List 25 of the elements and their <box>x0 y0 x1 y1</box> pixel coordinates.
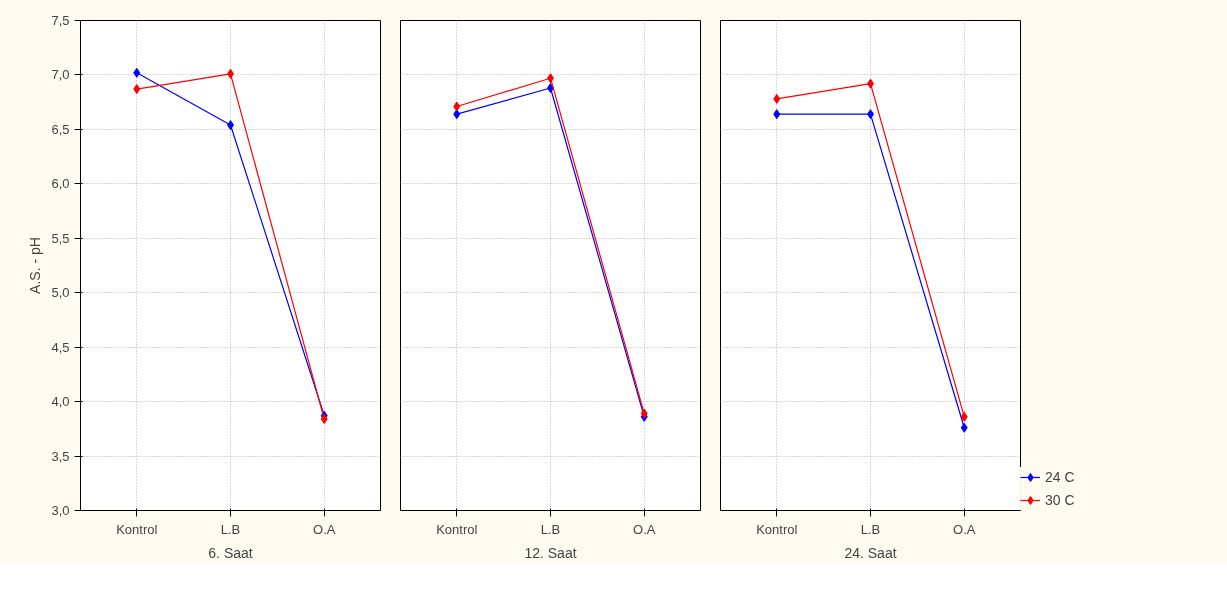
x-tick-label: L.B <box>220 521 241 537</box>
legend-label: 24 C <box>1045 469 1075 485</box>
x-tick-label: L.B <box>540 521 561 537</box>
legend-label: 30 C <box>1045 492 1075 508</box>
x-axis-title: 6. Saat <box>208 544 253 561</box>
y-tick-label: 5,5 <box>51 230 70 246</box>
y-tick-label: 7,5 <box>51 13 70 28</box>
y-tick-label: 5,0 <box>51 285 70 301</box>
y-axis-title: A.S. - pH <box>27 237 44 294</box>
y-tick-label: 6,5 <box>51 121 70 137</box>
y-tick-label: 3,5 <box>51 448 70 464</box>
x-tick-label: O.A <box>313 521 336 537</box>
x-tick-label: O.A <box>953 521 976 537</box>
y-tick-label: 4,5 <box>51 339 70 355</box>
x-axis-title: 12. Saat <box>524 544 577 561</box>
x-axis-title: 24. Saat <box>844 544 897 561</box>
x-tick-label: Kontrol <box>756 521 798 537</box>
x-tick-label: Kontrol <box>116 521 158 537</box>
x-tick-label: Kontrol <box>436 521 478 537</box>
y-tick-label: 6,0 <box>51 176 70 192</box>
y-tick-label: 3,0 <box>51 503 70 518</box>
y-tick-label: 7,0 <box>51 67 70 83</box>
y-tick-label: 4,0 <box>51 394 70 410</box>
x-tick-label: L.B <box>860 521 881 537</box>
x-tick-label: O.A <box>633 521 656 537</box>
